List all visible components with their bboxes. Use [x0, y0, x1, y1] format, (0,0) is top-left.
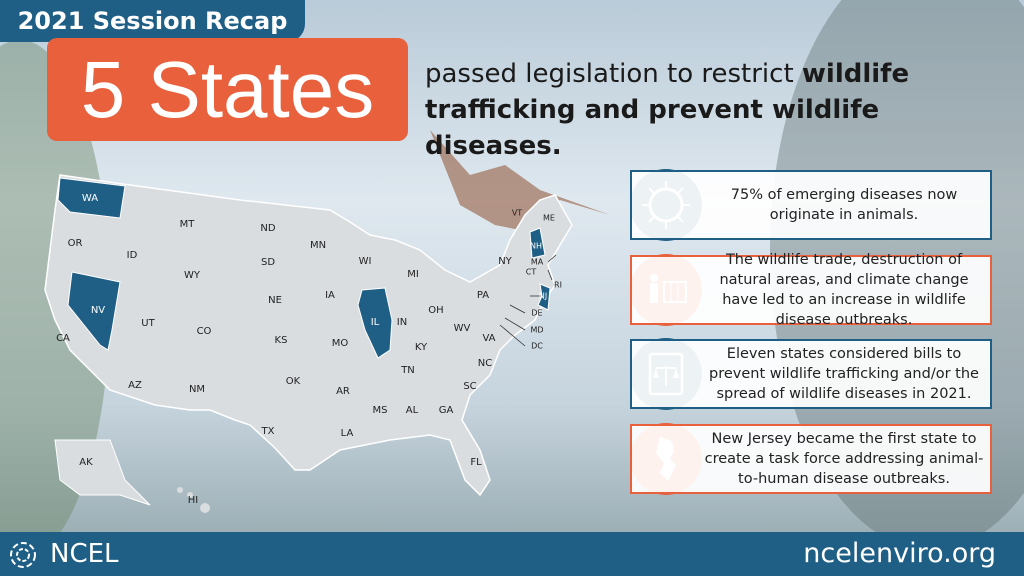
us-outline	[44, 174, 573, 497]
state-label: WV	[454, 323, 471, 334]
big-number: 5 States	[47, 38, 408, 141]
session-tag: 2021 Session Recap	[0, 0, 305, 42]
state-label: WA	[82, 193, 98, 204]
state-label: HI	[188, 495, 198, 506]
footer	[0, 532, 1024, 576]
state-label: MD	[530, 326, 543, 335]
fact-text: New Jersey became the first state to cre…	[704, 431, 984, 487]
leader-lines	[499, 254, 557, 347]
state-label: DE	[531, 309, 542, 318]
state-label: KS	[275, 335, 288, 346]
state-label: AR	[336, 386, 350, 397]
state-label: NV	[91, 305, 105, 316]
state-label: GA	[439, 405, 454, 416]
state-label: AZ	[128, 380, 142, 391]
state-label: OK	[286, 376, 301, 387]
state-label: OH	[428, 305, 443, 316]
state-label: WY	[184, 270, 201, 281]
state-label: MT	[180, 219, 196, 230]
state-label: ME	[543, 214, 555, 223]
fact-box: Eleven states considered bills to preven…	[630, 339, 992, 409]
state-label: PA	[477, 290, 489, 301]
fact-box: New Jersey became the first state to cre…	[630, 424, 992, 494]
state-label: MN	[310, 240, 326, 251]
highlighted-state	[67, 271, 121, 351]
url: ncelenviro.org	[803, 538, 996, 569]
fact-text: Eleven states considered bills to preven…	[709, 346, 979, 402]
state-label: AK	[79, 457, 93, 468]
state-label: ID	[127, 250, 138, 261]
state-label: AL	[406, 405, 419, 416]
state-label: TN	[400, 365, 415, 376]
highlighted-state	[357, 287, 393, 359]
state-label: CA	[56, 333, 70, 344]
state-label: MI	[407, 269, 419, 280]
state-label: NY	[498, 256, 512, 267]
state-label: MO	[332, 338, 349, 349]
state-label: IA	[325, 290, 335, 301]
state-label: ND	[260, 223, 275, 234]
hawaii	[177, 487, 210, 513]
state-label: TX	[261, 426, 275, 437]
state-label: IL	[371, 317, 380, 328]
bat	[430, 130, 610, 230]
state-label: RI	[554, 281, 562, 290]
highlighted-state	[57, 177, 126, 219]
state-label: NM	[189, 384, 205, 395]
headline-bold: wildlife trafficking and prevent wildlif…	[425, 59, 910, 161]
logo: NCEL	[50, 539, 119, 569]
state-label: LA	[341, 428, 354, 439]
state-label: VA	[482, 333, 495, 344]
headline-regular: passed legislation to restrict	[425, 59, 802, 89]
fact-box: 75% of emerging diseases now originate i…	[630, 170, 992, 240]
state-label: FL	[470, 457, 482, 468]
state-label: NC	[478, 358, 492, 369]
state-label: MA	[531, 258, 544, 267]
state-label: WI	[359, 256, 372, 267]
state-label: OR	[68, 238, 83, 249]
state-label: UT	[141, 318, 155, 329]
state-label: SC	[463, 381, 476, 392]
alaska	[54, 439, 151, 506]
fact-box: The wildlife trade, destruction of natur…	[630, 252, 992, 328]
state-label: SD	[261, 257, 275, 268]
state-label: CO	[197, 326, 212, 337]
fact-text: The wildlife trade, destruction of natur…	[719, 252, 969, 328]
state-label: IN	[397, 317, 407, 328]
state-label: MS	[373, 405, 388, 416]
fact-text: 75% of emerging diseases now originate i…	[730, 187, 958, 223]
headline: passed legislation to restrict wildlife …	[425, 56, 1015, 164]
state-label: DC	[531, 342, 543, 351]
highlighted-state	[537, 283, 551, 311]
state-label: NE	[268, 295, 282, 306]
logo-mark	[10, 542, 36, 568]
state-label: CT	[526, 268, 537, 277]
highlighted-state	[529, 227, 546, 259]
state-label: NH	[530, 242, 542, 251]
state-label: VT	[512, 209, 522, 218]
state-label: NJ	[539, 292, 547, 301]
state-label: KY	[415, 342, 428, 353]
